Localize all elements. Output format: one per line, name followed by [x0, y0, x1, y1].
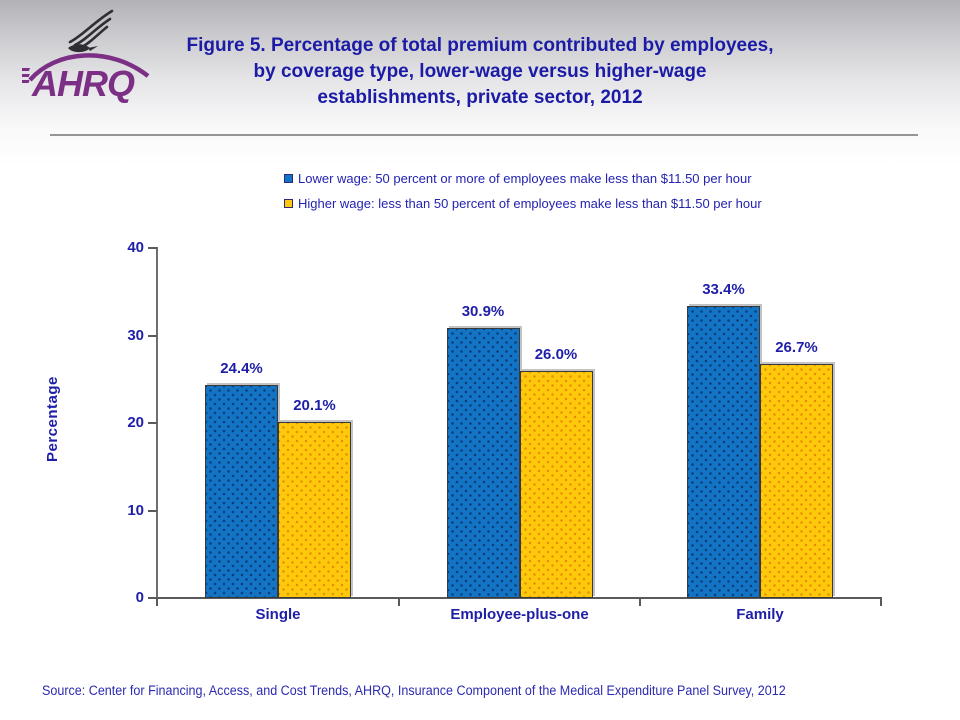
y-axis-tick: [148, 422, 157, 424]
bar-lower-wage-employee-plus-one: [446, 327, 520, 598]
y-axis-line: [156, 247, 158, 599]
x-axis-tick: [638, 598, 641, 606]
bar-higher-wage-employee-plus-one: [519, 370, 593, 598]
bar-value-label-lower-wage-family: 33.4%: [702, 280, 745, 298]
bar-value-label-higher-wage-employee-plus-one: 26.0%: [534, 345, 578, 363]
hhs-eagle-icon: [68, 9, 114, 53]
y-axis-title: Percentage: [44, 376, 61, 463]
legend-item-higher-wage: Higher wage: less than 50 percent of emp…: [284, 191, 762, 216]
y-axis-tick: [148, 247, 157, 249]
y-axis-tick-label: 30: [127, 326, 144, 344]
bar-higher-wage-single: [278, 422, 351, 598]
x-axis-tick: [156, 598, 158, 606]
x-axis-category-label-single: Single: [255, 606, 301, 623]
y-axis-tick-label: 40: [127, 239, 144, 256]
y-axis-tick: [148, 334, 157, 337]
x-axis-category-label-employee-plus-one: Employee-plus-one: [450, 606, 589, 623]
legend-swatch-lower-wage-icon: [284, 174, 293, 183]
legend-swatch-higher-wage-icon: [284, 199, 293, 208]
y-axis-tick: [148, 597, 157, 599]
bar-value-label-higher-wage-family: 26.7%: [775, 339, 818, 357]
x-axis-line: [156, 597, 882, 599]
bar-value-label-lower-wage-employee-plus-one: 30.9%: [461, 302, 505, 320]
x-axis-tick: [880, 598, 882, 606]
ahrq-wordmark: AHRQ: [22, 53, 150, 104]
legend-label-higher-wage: Higher wage: less than 50 percent of emp…: [298, 196, 762, 211]
bar-lower-wage-single: [205, 384, 278, 598]
y-axis-tick: [148, 509, 157, 512]
bar-lower-wage-family: [687, 305, 760, 598]
figure-title: Figure 5. Percentage of total premium co…: [186, 35, 774, 108]
bar-value-label-lower-wage-single: 24.4%: [220, 359, 263, 377]
bar-value-label-higher-wage-single: 20.1%: [293, 397, 336, 415]
y-axis-tick-label: 10: [127, 501, 144, 519]
source-note: Source: Center for Financing, Access, an…: [42, 683, 786, 698]
ahrq-logo: AHRQ: [22, 4, 152, 106]
y-axis-tick-label: 0: [135, 589, 144, 606]
y-axis-tick-label: 20: [127, 414, 144, 431]
header-divider: [50, 134, 918, 136]
x-axis-category-label-family: Family: [736, 606, 784, 623]
legend-label-lower-wage: Lower wage: 50 percent or more of employ…: [298, 171, 752, 186]
x-axis-tick: [397, 598, 400, 606]
ahrq-logo-text: AHRQ: [31, 63, 135, 104]
chart-legend: Lower wage: 50 percent or more of employ…: [284, 166, 762, 216]
bar-higher-wage-family: [760, 364, 833, 598]
legend-item-lower-wage: Lower wage: 50 percent or more of employ…: [284, 166, 762, 191]
